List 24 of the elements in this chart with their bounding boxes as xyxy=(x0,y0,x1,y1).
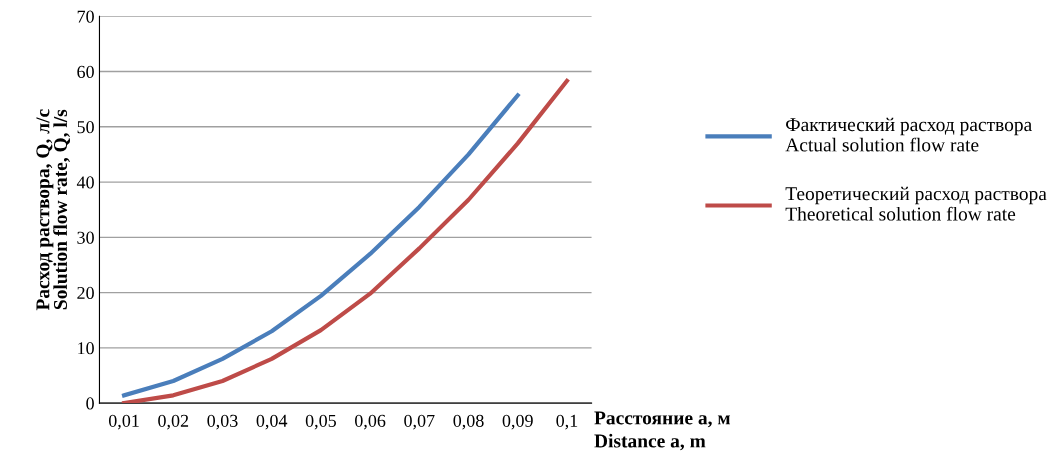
x-tick-label: 0,02 xyxy=(158,414,189,430)
x-tick-label: 0,1 xyxy=(556,414,578,430)
x-tick-label: 0,05 xyxy=(305,414,336,430)
y-tick-label: 0 xyxy=(86,397,94,410)
y-tick-label: 30 xyxy=(77,231,94,244)
x-tick-label: 0,09 xyxy=(502,414,533,430)
legend-label: Фактический расход раствора Actual solution flow rate xyxy=(785,117,1032,152)
y-tick-label: 10 xyxy=(78,342,94,355)
x-tick-label: 0,04 xyxy=(256,414,288,430)
line-series xyxy=(121,78,570,404)
y-tick-label: 70 xyxy=(77,10,94,23)
legend-label: Теоретический расход раствора Theoretical solution flow rate xyxy=(785,186,1047,221)
y-tick-label: 20 xyxy=(77,286,94,300)
x-tick-label: 0,03 xyxy=(207,414,238,430)
y-tick-label: 50 xyxy=(77,121,94,134)
x-tick-label: 0,01 xyxy=(108,414,139,430)
y-axis-title: Расход раствора, Q, л/с Solution flow rate, Q, l/s xyxy=(36,109,71,311)
x-axis-title: Расстояние a, м Distance a, m xyxy=(594,411,731,451)
y-tick-label: 40 xyxy=(76,176,94,189)
x-tick-label: 0,08 xyxy=(453,414,484,430)
x-tick-label: 0,06 xyxy=(355,414,386,430)
line-series xyxy=(121,93,520,398)
x-tick-label: 0,07 xyxy=(404,414,435,430)
y-tick-label: 60 xyxy=(77,65,94,79)
